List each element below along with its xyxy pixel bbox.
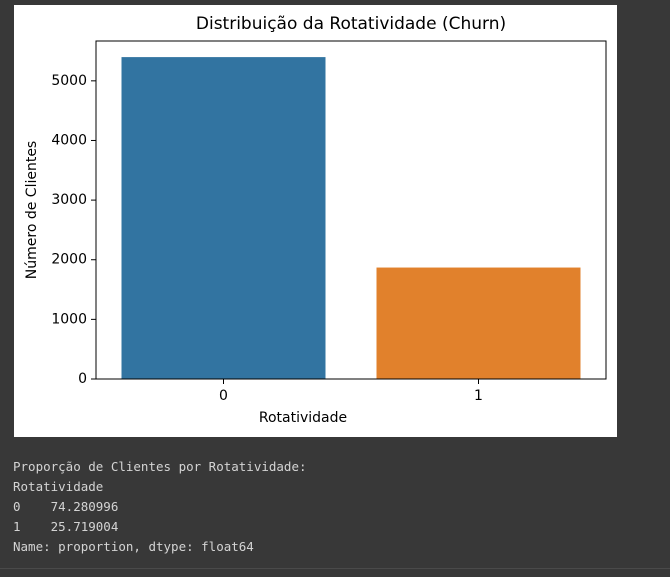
chart: Distribuição da Rotatividade (Churn) Rot… <box>14 5 617 437</box>
bar <box>121 57 326 379</box>
y-tick-label: 0 <box>78 371 87 387</box>
separator <box>0 568 670 569</box>
chart-title: Distribuição da Rotatividade (Churn) <box>196 14 506 34</box>
plot-frame <box>95 40 607 380</box>
y-tick-label: 4000 <box>51 132 87 148</box>
y-tick-label: 3000 <box>51 192 87 208</box>
y-tick-label: 1000 <box>51 311 87 327</box>
cell-output: Proporção de Clientes por Rotatividade: R… <box>13 457 307 557</box>
output-line: Rotatividade <box>13 479 104 494</box>
output-line: Name: proportion, dtype: float64 <box>13 539 254 554</box>
y-tick-label: 2000 <box>51 252 87 268</box>
x-tick-label: 0 <box>219 388 228 404</box>
x-tick-label: 1 <box>474 388 483 404</box>
output-line: 1 25.719004 <box>13 519 119 534</box>
y-tick-label: 5000 <box>51 73 87 89</box>
x-axis-label: Rotatividade <box>259 410 347 426</box>
bar <box>376 267 581 379</box>
y-axis-label: Número de Clientes <box>24 141 40 279</box>
output-line: 0 74.280996 <box>13 499 119 514</box>
output-line: Proporção de Clientes por Rotatividade: <box>13 459 307 474</box>
